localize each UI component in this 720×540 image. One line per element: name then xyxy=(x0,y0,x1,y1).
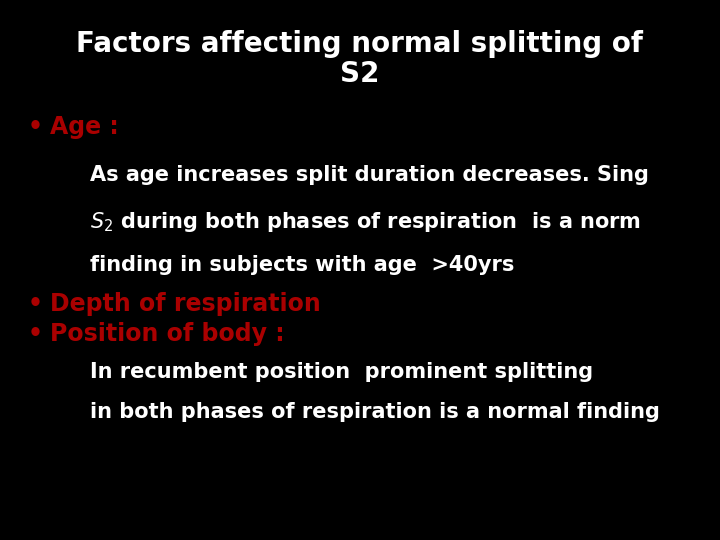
Text: Factors affecting normal splitting of: Factors affecting normal splitting of xyxy=(76,30,644,58)
Text: As age increases split duration decreases. Sing: As age increases split duration decrease… xyxy=(90,165,649,185)
Text: •: • xyxy=(28,115,43,139)
Text: Position of body :: Position of body : xyxy=(50,322,284,346)
Text: S2: S2 xyxy=(341,60,379,88)
Text: •: • xyxy=(28,292,43,316)
Text: $S_2$ during both phases of respiration  is a norm: $S_2$ during both phases of respiration … xyxy=(90,210,641,234)
Text: Depth of respiration: Depth of respiration xyxy=(50,292,320,316)
Text: Age :: Age : xyxy=(50,115,119,139)
Text: finding in subjects with age  >40yrs: finding in subjects with age >40yrs xyxy=(90,255,514,275)
Text: •: • xyxy=(28,322,43,346)
Text: in both phases of respiration is a normal finding: in both phases of respiration is a norma… xyxy=(90,402,660,422)
Text: In recumbent position  prominent splitting: In recumbent position prominent splittin… xyxy=(90,362,593,382)
